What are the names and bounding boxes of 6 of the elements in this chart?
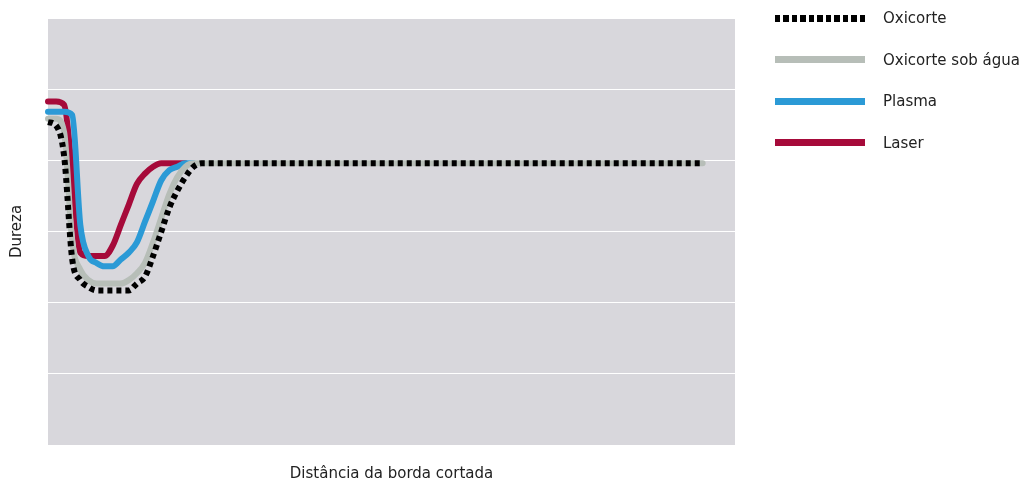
text: Plasma bbox=[883, 92, 938, 110]
y-axis-title: Dureza bbox=[6, 204, 25, 259]
text: Oxicorte sob água bbox=[883, 50, 1021, 69]
legend-label: Oxicorte bbox=[883, 9, 947, 27]
text: Laser bbox=[883, 133, 924, 152]
x-axis-title: Distância da borda cortada bbox=[289, 463, 494, 482]
